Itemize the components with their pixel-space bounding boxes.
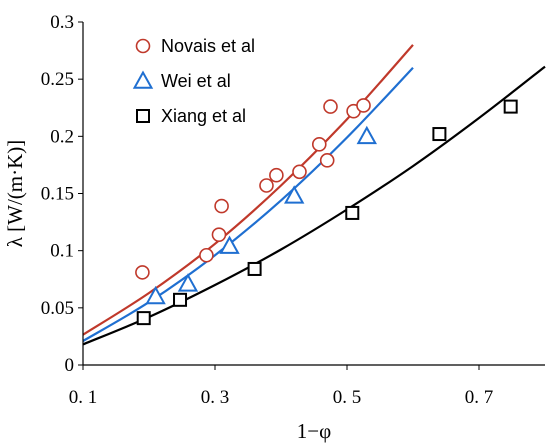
wei-et-al-data-point xyxy=(145,285,166,305)
novais-et-al-legend-marker xyxy=(135,38,151,54)
y-tick-label: 0.2 xyxy=(50,126,74,147)
novais-et-al-data-point xyxy=(214,198,229,214)
xiang-et-al-data-point xyxy=(345,205,360,220)
xiang-et-al-legend-label: Xiang et al xyxy=(161,106,246,126)
x-tick-label: 0. 3 xyxy=(201,387,230,408)
novais-et-al-data-point xyxy=(259,178,274,193)
wei-et-al-data-point xyxy=(219,235,240,254)
xiang-et-al-legend-marker xyxy=(136,109,150,123)
novais-et-al-fit-line xyxy=(82,44,414,336)
wei-et-al-legend-marker xyxy=(132,70,154,89)
xiang-et-al-fit-line xyxy=(82,65,546,346)
wei-et-al-data-point xyxy=(284,185,305,204)
x-tick-label: 0. 5 xyxy=(333,387,362,408)
novais-et-al-data-point xyxy=(311,137,327,152)
x-tick-label: 0. 7 xyxy=(465,387,494,408)
legend: Novais et al Wei et al Xiang et al xyxy=(132,36,255,126)
tick-labels: 0 0.05 0.1 0.15 0.2 0.25 0.3 0. 1 0. 3 0. 5 0. 7 xyxy=(41,12,494,408)
wei-et-al-data-point xyxy=(356,125,377,145)
y-tick-label: 0.15 xyxy=(41,184,74,205)
y-axis-label: λ [W/(m·K)] xyxy=(3,140,27,248)
xiang-et-al-data-point xyxy=(173,292,188,307)
xiang-et-al-data-point xyxy=(503,99,518,114)
xiang-et-al-data-point xyxy=(136,311,151,326)
novais-et-al-data-point xyxy=(135,265,150,280)
novais-et-al-data-point xyxy=(199,247,214,263)
xiang-et-al-data-point xyxy=(432,127,447,142)
novais-et-al-data-point xyxy=(269,167,284,183)
axes xyxy=(78,21,545,370)
novais-et-al-data-point xyxy=(356,98,371,113)
novais-et-al-data-point xyxy=(292,164,307,180)
novais-et-al-data-point xyxy=(211,227,227,242)
y-tick-label: 0.25 xyxy=(41,69,74,90)
y-tick-label: 0.3 xyxy=(50,12,74,33)
y-tick-label: 0.05 xyxy=(41,298,74,319)
wei-et-al-legend-label: Wei et al xyxy=(161,71,231,91)
y-tick-label: 0 xyxy=(65,355,75,376)
y-tick-label: 0.1 xyxy=(50,241,74,262)
x-tick-label: 0. 1 xyxy=(69,387,98,408)
wei-et-al-data-point xyxy=(177,273,199,292)
novais-et-al-data-point xyxy=(323,99,338,114)
novais-et-al-data-point xyxy=(319,153,335,168)
novais-et-al-legend-label: Novais et al xyxy=(161,36,255,56)
x-axis-label: 1−φ xyxy=(297,419,331,443)
data-markers xyxy=(135,98,518,326)
xiang-et-al-data-point xyxy=(247,261,262,276)
